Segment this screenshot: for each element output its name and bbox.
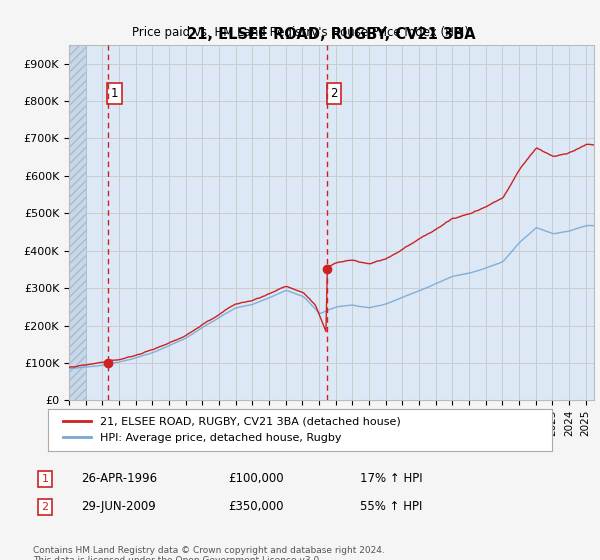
Text: 2: 2 xyxy=(41,502,49,512)
Bar xyxy=(69,45,86,400)
Legend: 21, ELSEE ROAD, RUGBY, CV21 3BA (detached house), HPI: Average price, detached h: 21, ELSEE ROAD, RUGBY, CV21 3BA (detache… xyxy=(59,412,405,447)
Text: £350,000: £350,000 xyxy=(228,500,284,514)
Text: 17% ↑ HPI: 17% ↑ HPI xyxy=(360,472,422,486)
Title: 21, ELSEE ROAD, RUGBY, CV21 3BA: 21, ELSEE ROAD, RUGBY, CV21 3BA xyxy=(187,27,476,42)
Text: 1: 1 xyxy=(110,87,118,100)
Text: £100,000: £100,000 xyxy=(228,472,284,486)
Text: 2: 2 xyxy=(330,87,338,100)
Text: 26-APR-1996: 26-APR-1996 xyxy=(81,472,157,486)
Text: 1: 1 xyxy=(41,474,49,484)
Text: Contains HM Land Registry data © Crown copyright and database right 2024.
This d: Contains HM Land Registry data © Crown c… xyxy=(33,546,385,560)
Text: 55% ↑ HPI: 55% ↑ HPI xyxy=(360,500,422,514)
Text: Price paid vs. HM Land Registry's House Price Index (HPI): Price paid vs. HM Land Registry's House … xyxy=(131,26,469,39)
Text: 29-JUN-2009: 29-JUN-2009 xyxy=(81,500,156,514)
